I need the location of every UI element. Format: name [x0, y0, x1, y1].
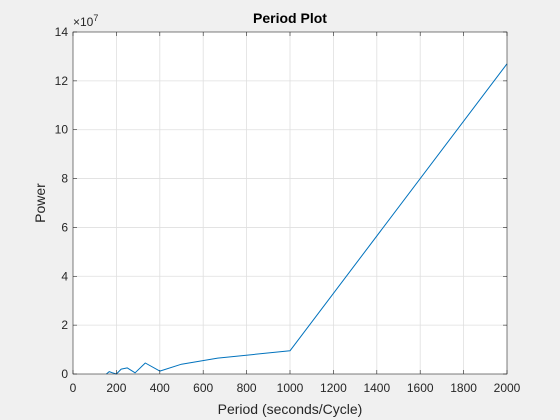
series-line: [106, 63, 508, 375]
y-tick-label: 8: [61, 172, 68, 186]
y-exponent-base: ×10: [73, 15, 94, 29]
x-tick-label: 0: [70, 381, 77, 395]
y-tick-label: 12: [55, 74, 69, 88]
y-tick-label: 10: [55, 123, 69, 137]
y-tick-label: 4: [61, 269, 68, 283]
x-tick-label: 1400: [363, 381, 390, 395]
x-tick-label: 800: [237, 381, 257, 395]
y-tick-label: 0: [61, 367, 68, 381]
y-exponent-label: ×107: [73, 13, 98, 29]
x-tick-label: 2000: [494, 381, 521, 395]
tick-marks: [72, 31, 508, 375]
x-axis-label: Period (seconds/Cycle): [218, 401, 363, 417]
x-tick-label: 1000: [277, 381, 304, 395]
y-tick-labels: 0 2 4 6 8 10 12 14: [55, 25, 69, 381]
y-exponent-power: 7: [93, 13, 98, 23]
grid-lines: [73, 32, 507, 374]
x-tick-label: 600: [193, 381, 213, 395]
x-tick-label: 400: [150, 381, 170, 395]
y-axis-label: Power: [32, 183, 48, 223]
x-tick-label: 1800: [450, 381, 477, 395]
y-tick-label: 14: [55, 25, 69, 39]
x-tick-label: 200: [106, 381, 126, 395]
chart-title: Period Plot: [253, 10, 327, 26]
y-tick-label: 6: [61, 220, 68, 234]
x-tick-label: 1200: [320, 381, 347, 395]
x-tick-label: 1600: [407, 381, 434, 395]
x-tick-labels: 0 200 400 600 800 1000 1200 1400 1600 1800 2000: [70, 381, 521, 395]
y-tick-label: 2: [61, 318, 68, 332]
